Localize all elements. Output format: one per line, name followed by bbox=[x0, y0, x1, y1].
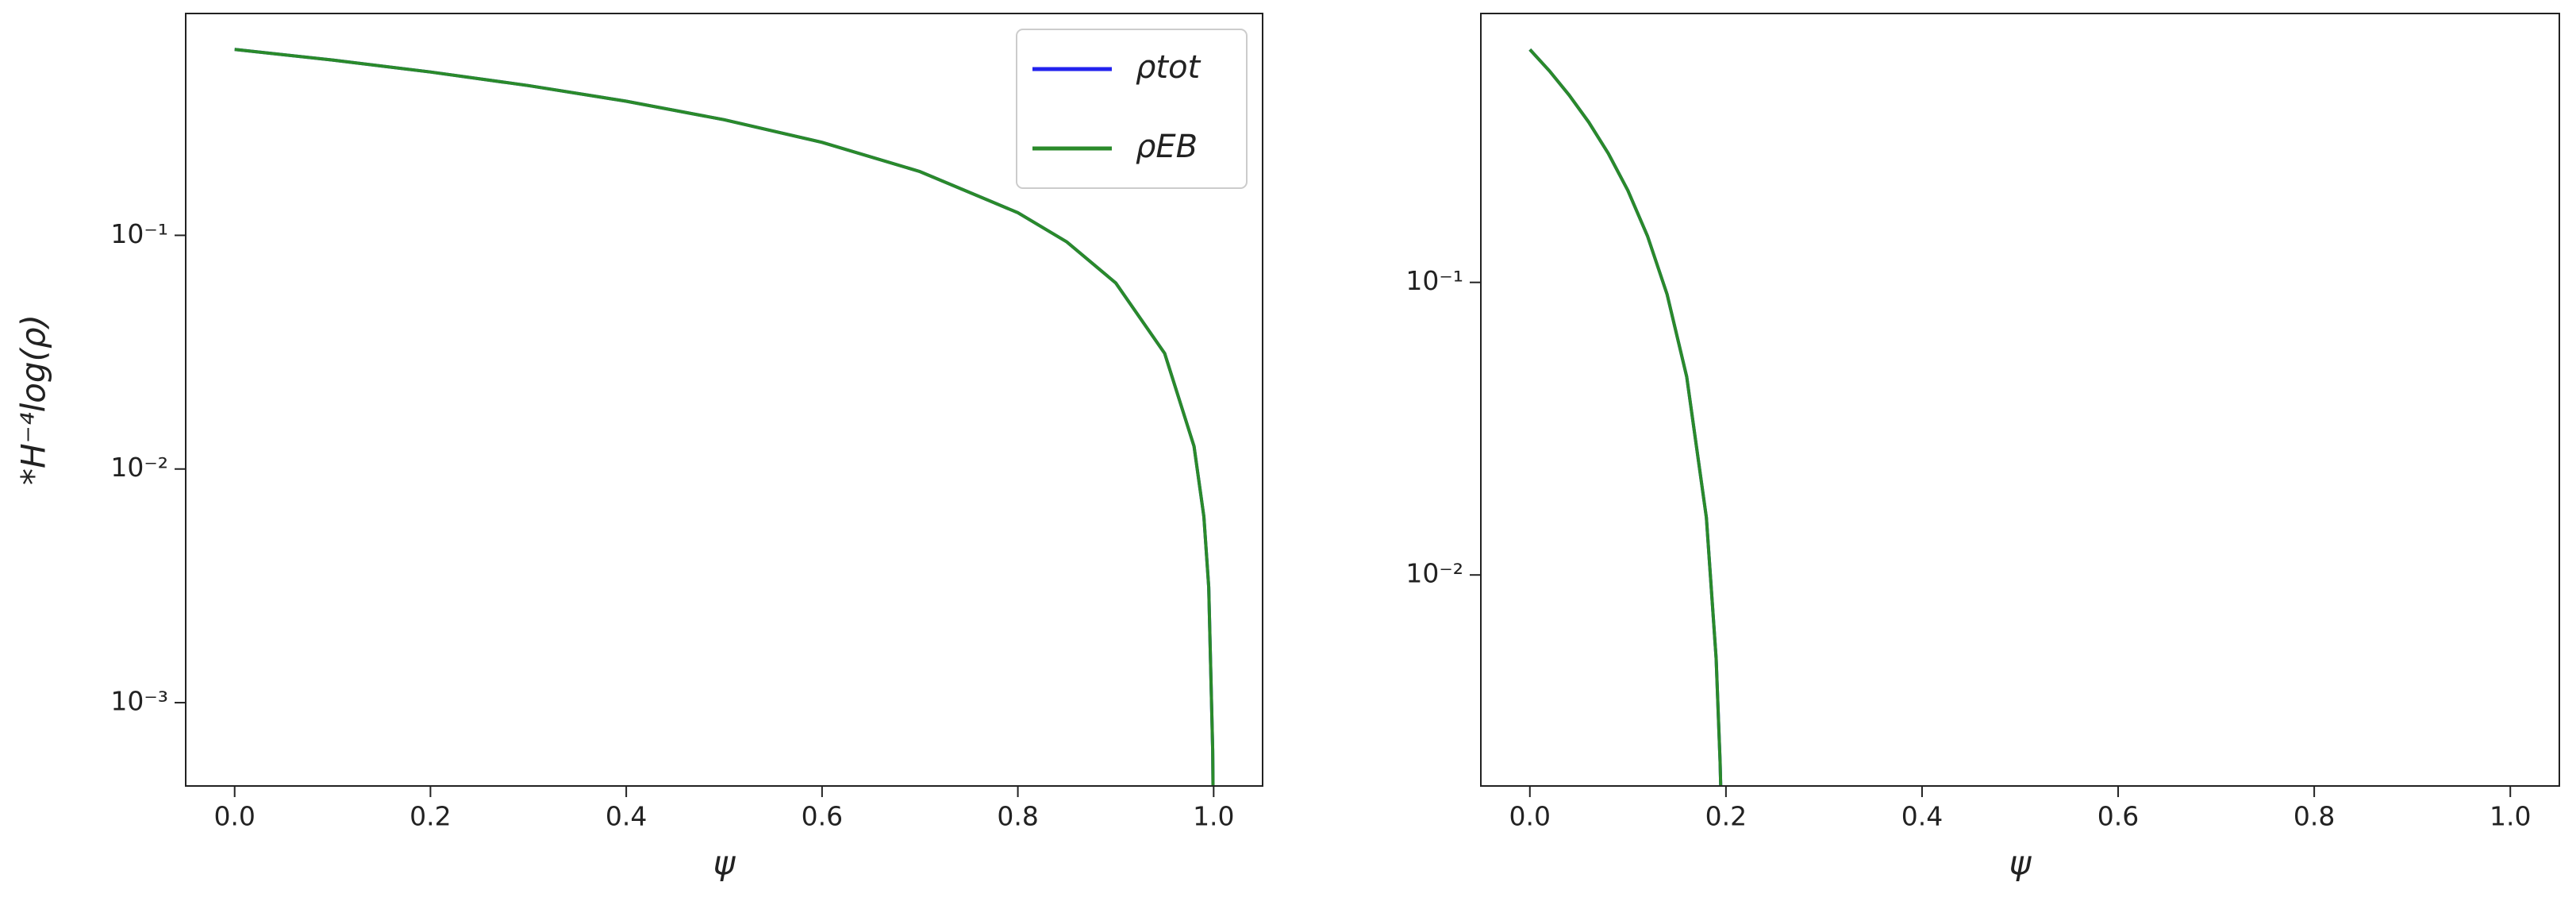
plot-area bbox=[1528, 48, 1723, 786]
x-tick-label: 0.0 bbox=[1509, 801, 1551, 832]
x-tick-label: 0.2 bbox=[409, 801, 451, 832]
x-tick-label: 0.0 bbox=[213, 801, 255, 832]
x-tick-label: 1.0 bbox=[1193, 801, 1234, 832]
series-line bbox=[1528, 48, 1723, 786]
x-tick-label: 0.6 bbox=[2097, 801, 2139, 832]
y-tick-label: 10⁻¹ bbox=[110, 218, 168, 249]
x-tick-label: 0.6 bbox=[802, 801, 843, 832]
y-tick-label: 10⁻³ bbox=[110, 686, 168, 717]
x-tick-label: 0.8 bbox=[997, 801, 1038, 832]
y-tick-label: 10⁻¹ bbox=[1405, 265, 1463, 296]
series-line bbox=[234, 48, 1215, 786]
axes-frame bbox=[1480, 13, 2560, 787]
legend-box bbox=[1016, 29, 1248, 189]
y-tick-label: 10⁻² bbox=[1405, 558, 1463, 589]
plot-area bbox=[234, 48, 1215, 786]
x-axis-label: ψ bbox=[713, 844, 736, 883]
x-tick-label: 1.0 bbox=[2489, 801, 2531, 832]
x-tick-label: 0.8 bbox=[2293, 801, 2335, 832]
axes-frame bbox=[185, 13, 1263, 787]
y-tick-label: 10⁻² bbox=[110, 452, 168, 483]
legend-label: ρtot bbox=[1136, 49, 1201, 86]
x-tick-label: 0.2 bbox=[1705, 801, 1747, 832]
x-axis-label: ψ bbox=[2009, 844, 2032, 883]
y-axis-label: *H⁻⁴log(ρ) bbox=[14, 314, 53, 485]
x-tick-label: 0.4 bbox=[606, 801, 647, 832]
x-tick-label: 0.4 bbox=[1901, 801, 1943, 832]
legend-label: ρEB bbox=[1136, 129, 1198, 165]
